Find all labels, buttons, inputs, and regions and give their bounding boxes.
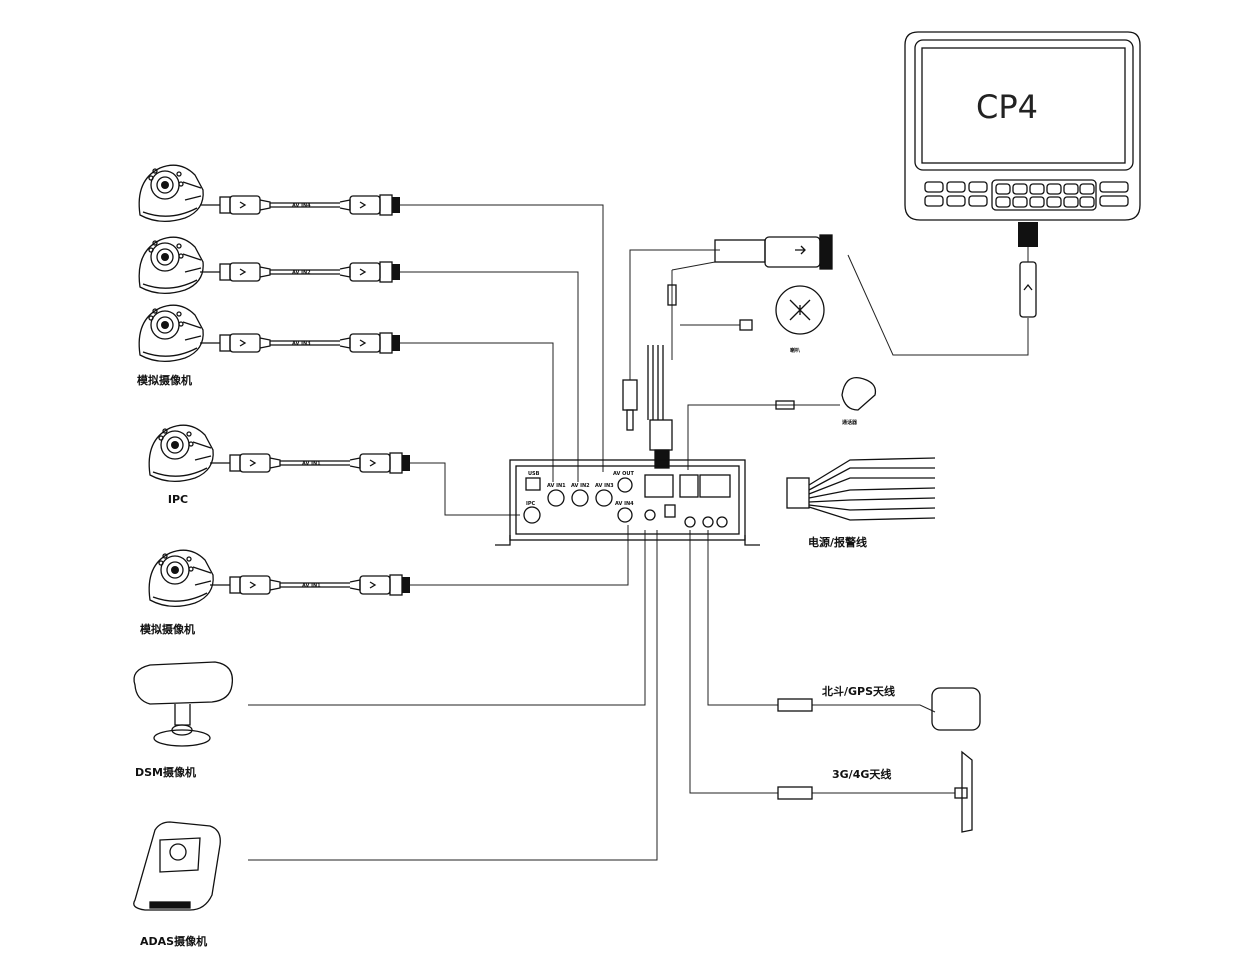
- cable-label: AV IN3: [292, 341, 311, 347]
- port-label: AV OUT: [613, 471, 634, 477]
- monitor: CP4: [904, 31, 1141, 318]
- cable-label: AV IN1: [302, 461, 321, 467]
- handset: [775, 376, 877, 411]
- port-label: USB: [528, 471, 540, 477]
- camera: [148, 549, 214, 608]
- port-label: AV IN3: [595, 483, 614, 489]
- cable-label: AV IN2: [292, 270, 311, 276]
- harness: [622, 234, 833, 469]
- camera-label: 模拟摄像机: [137, 373, 192, 387]
- gps-antenna: [777, 687, 981, 731]
- cable-label: AV IN4: [292, 203, 311, 209]
- camera-label: IPC: [168, 493, 188, 506]
- dsm-camera: [133, 661, 234, 747]
- camera-label: 模拟摄像机: [140, 622, 195, 636]
- port-label: AV IN2: [571, 483, 590, 489]
- camera-label: DSM摄像机: [135, 765, 196, 779]
- camera: [138, 164, 204, 223]
- monitor-cable: [847, 254, 1029, 356]
- camera-label: ADAS摄像机: [140, 934, 207, 948]
- port-label: AV IN1: [547, 483, 566, 489]
- dvr: USB AV IN1 AV IN2 AV IN3 AV OUT AV IN4 I…: [495, 459, 760, 546]
- port-label: IPC: [526, 501, 536, 507]
- speaker-label: 喇叭: [790, 347, 800, 354]
- camera: [148, 424, 214, 483]
- adas-camera: [133, 821, 221, 911]
- cable-label: AV IN1: [302, 583, 321, 589]
- camera: [138, 304, 204, 363]
- handset-label: 通话器: [842, 419, 858, 426]
- cellular-antenna: [777, 750, 973, 833]
- power-label: 电源/报警线: [808, 535, 867, 549]
- wire: [248, 204, 955, 861]
- cellular-label: 3G/4G天线: [832, 767, 891, 781]
- power-harness: [786, 457, 936, 521]
- camera: [138, 236, 204, 295]
- monitor-label: CP4: [976, 88, 1038, 126]
- gps-label: 北斗/GPS天线: [822, 684, 895, 698]
- port-label: AV IN4: [615, 501, 634, 507]
- speaker: [739, 285, 825, 335]
